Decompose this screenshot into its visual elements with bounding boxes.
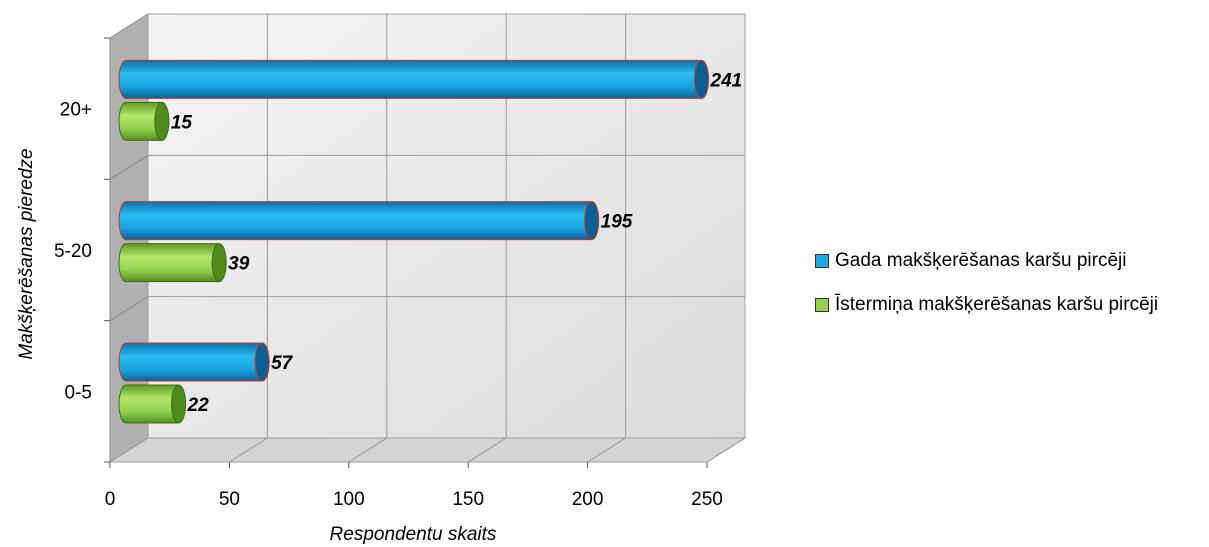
data-label: 241 (710, 70, 743, 91)
floor-line (109, 437, 149, 463)
floor-line (467, 437, 507, 463)
wall-line (109, 154, 149, 180)
legend-item-annual: Gada makšķerēšanas karšu pircēji (815, 250, 1158, 272)
bars: 57 22 195 39 241 15 (118, 59, 743, 424)
x-tick-label: 250 (691, 489, 723, 510)
wall-line (109, 296, 149, 322)
data-label: 15 (171, 112, 193, 133)
floor (108, 437, 747, 463)
x-tick-label: 50 (219, 489, 240, 510)
legend-label-annual: Gada makšķerēšanas karšu pircēji (835, 250, 1127, 271)
ticks: 0 50 100 150 200 250 0-5 5-20 20+ (54, 37, 723, 510)
bar-annual (118, 201, 600, 241)
y-axis-title: Makšķerēšanas pieredze (16, 148, 37, 359)
x-axis-title: Respondentu skaits (330, 524, 497, 545)
floor-line (587, 437, 626, 463)
data-label: 22 (187, 395, 210, 416)
x-tick-label: 0 (105, 489, 116, 510)
bar-end-cap (254, 342, 270, 382)
data-label: 39 (228, 254, 250, 275)
x-tick-label: 150 (452, 489, 484, 510)
bar-annual (118, 342, 270, 382)
bar-end-cap (211, 243, 227, 283)
legend-swatch-short-term (815, 298, 829, 312)
x-tick-label: 100 (333, 489, 365, 510)
x-tick-label: 200 (572, 489, 604, 510)
floor-line (348, 437, 388, 463)
data-label: 57 (271, 353, 294, 374)
legend-swatch-annual (815, 254, 829, 268)
legend: Gada makšķerēšanas karšu pircēji Īstermi… (815, 250, 1158, 338)
legend-label-short-term: Īstermiņa makšķerēšanas karšu pircēji (835, 294, 1159, 315)
floor-line (706, 437, 746, 463)
bar-short-term (118, 243, 227, 283)
bar-end-cap (171, 384, 187, 424)
y-tick-label: 20+ (60, 100, 92, 121)
bar-end-cap (154, 101, 170, 141)
bar-end-cap (694, 59, 710, 99)
bar-annual (118, 59, 709, 99)
bar-end-cap (584, 201, 600, 241)
y-tick-label: 0-5 (65, 382, 92, 403)
floor-line (229, 437, 268, 463)
legend-item-short-term: Īstermiņa makšķerēšanas karšu pircēji (815, 294, 1158, 316)
data-label: 195 (601, 212, 633, 233)
y-tick-label: 5-20 (54, 241, 92, 262)
